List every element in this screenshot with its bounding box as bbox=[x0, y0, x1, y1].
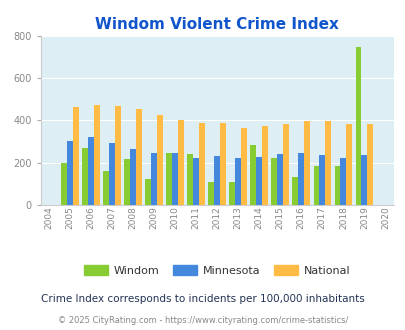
Bar bbox=[355, 47, 360, 205]
Bar bbox=[88, 137, 94, 205]
Bar bbox=[283, 124, 288, 205]
Bar bbox=[187, 154, 193, 205]
Bar bbox=[166, 153, 172, 205]
Bar bbox=[61, 163, 67, 205]
Bar bbox=[94, 105, 100, 205]
Bar bbox=[345, 124, 351, 205]
Bar bbox=[130, 149, 136, 205]
Title: Windom Violent Crime Index: Windom Violent Crime Index bbox=[95, 17, 338, 32]
Bar bbox=[256, 157, 262, 205]
Bar bbox=[136, 109, 142, 205]
Bar bbox=[208, 182, 214, 205]
Bar bbox=[157, 115, 162, 205]
Bar bbox=[214, 156, 220, 205]
Bar bbox=[172, 153, 178, 205]
Bar bbox=[334, 166, 339, 205]
Bar bbox=[360, 155, 367, 205]
Bar bbox=[103, 171, 109, 205]
Bar bbox=[271, 158, 277, 205]
Bar bbox=[250, 145, 256, 205]
Bar bbox=[262, 126, 267, 205]
Bar bbox=[124, 159, 130, 205]
Bar bbox=[178, 120, 183, 205]
Legend: Windom, Minnesota, National: Windom, Minnesota, National bbox=[79, 261, 354, 280]
Bar bbox=[229, 182, 235, 205]
Bar bbox=[115, 106, 121, 205]
Text: Crime Index corresponds to incidents per 100,000 inhabitants: Crime Index corresponds to incidents per… bbox=[41, 294, 364, 304]
Bar bbox=[220, 123, 226, 205]
Text: © 2025 CityRating.com - https://www.cityrating.com/crime-statistics/: © 2025 CityRating.com - https://www.city… bbox=[58, 316, 347, 325]
Bar bbox=[303, 121, 309, 205]
Bar bbox=[313, 166, 319, 205]
Bar bbox=[235, 158, 241, 205]
Bar bbox=[193, 158, 198, 205]
Bar bbox=[339, 158, 345, 205]
Bar bbox=[367, 124, 372, 205]
Bar bbox=[151, 153, 157, 205]
Bar bbox=[298, 153, 303, 205]
Bar bbox=[73, 107, 79, 205]
Bar bbox=[82, 148, 88, 205]
Bar bbox=[67, 142, 73, 205]
Bar bbox=[109, 143, 115, 205]
Bar bbox=[319, 154, 324, 205]
Bar bbox=[198, 123, 205, 205]
Bar bbox=[324, 121, 330, 205]
Bar bbox=[292, 177, 298, 205]
Bar bbox=[277, 154, 283, 205]
Bar bbox=[145, 180, 151, 205]
Bar bbox=[241, 128, 247, 205]
